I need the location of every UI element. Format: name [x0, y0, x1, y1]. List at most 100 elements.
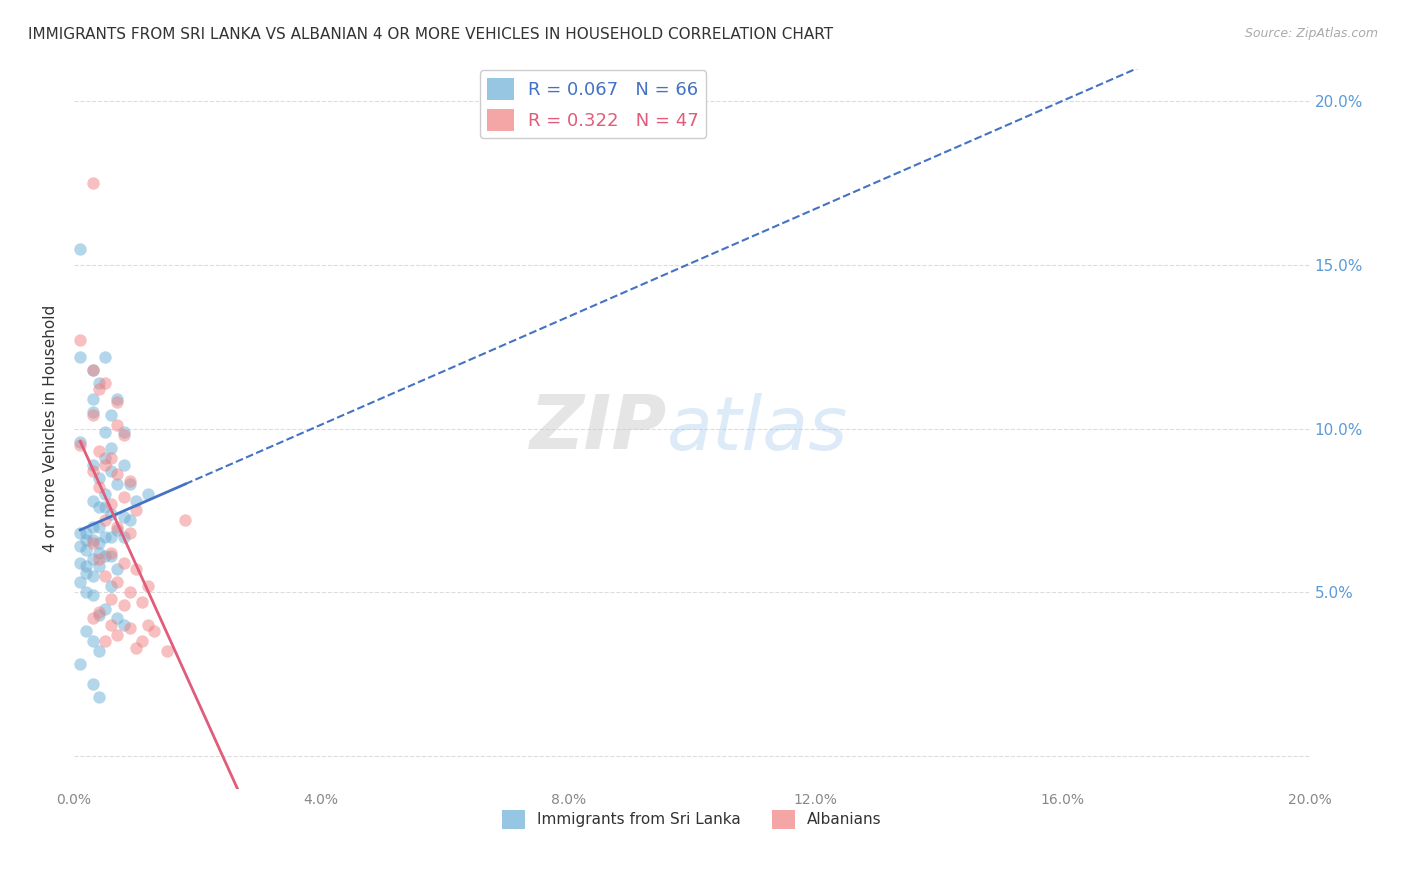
Point [94, 634, 117, 648]
Point [75, 559, 97, 574]
Point [75, 533, 97, 547]
Point [75, 526, 97, 541]
Point [82, 589, 104, 603]
Point [87, 559, 110, 574]
Point [82, 519, 104, 533]
Point [118, 477, 141, 491]
Point [87, 500, 110, 514]
Point [125, 562, 148, 576]
Point [69, 657, 91, 672]
Point [100, 546, 122, 560]
Point [87, 480, 110, 494]
Point [87, 552, 110, 566]
Point [143, 624, 166, 639]
Point [125, 493, 148, 508]
Point [69, 539, 91, 553]
Point [118, 621, 141, 635]
Point [100, 579, 122, 593]
Point [94, 425, 117, 439]
Point [112, 599, 135, 613]
Point [136, 618, 159, 632]
Point [112, 490, 135, 504]
Point [105, 395, 128, 409]
Point [118, 513, 141, 527]
Point [136, 579, 159, 593]
Point [69, 575, 91, 590]
Text: ZIP: ZIP [530, 392, 668, 465]
Point [82, 536, 104, 550]
Point [75, 585, 97, 599]
Point [118, 526, 141, 541]
Point [69, 333, 91, 347]
Text: atlas: atlas [668, 392, 849, 465]
Point [105, 523, 128, 537]
Point [94, 458, 117, 472]
Point [100, 549, 122, 563]
Point [100, 450, 122, 465]
Point [75, 566, 97, 580]
Point [82, 634, 104, 648]
Point [112, 529, 135, 543]
Point [118, 474, 141, 488]
Point [87, 546, 110, 560]
Point [87, 376, 110, 390]
Point [100, 591, 122, 606]
Point [100, 529, 122, 543]
Point [156, 644, 179, 658]
Point [94, 549, 117, 563]
Point [94, 450, 117, 465]
Point [100, 441, 122, 455]
Point [82, 493, 104, 508]
Point [82, 458, 104, 472]
Point [105, 418, 128, 433]
Point [82, 176, 104, 190]
Text: Source: ZipAtlas.com: Source: ZipAtlas.com [1244, 27, 1378, 40]
Point [82, 569, 104, 583]
Point [69, 242, 91, 256]
Point [82, 362, 104, 376]
Y-axis label: 4 or more Vehicles in Household: 4 or more Vehicles in Household [44, 305, 58, 552]
Point [100, 497, 122, 511]
Point [82, 392, 104, 406]
Point [94, 601, 117, 615]
Point [87, 690, 110, 704]
Point [82, 362, 104, 376]
Point [69, 434, 91, 449]
Point [112, 425, 135, 439]
Point [94, 513, 117, 527]
Point [94, 350, 117, 364]
Point [69, 438, 91, 452]
Point [112, 458, 135, 472]
Point [105, 467, 128, 482]
Point [125, 503, 148, 517]
Point [94, 376, 117, 390]
Point [94, 500, 117, 514]
Point [87, 519, 110, 533]
Legend: Immigrants from Sri Lanka, Albanians: Immigrants from Sri Lanka, Albanians [496, 804, 887, 835]
Point [87, 470, 110, 484]
Point [131, 595, 153, 609]
Point [75, 542, 97, 557]
Point [87, 382, 110, 396]
Point [82, 533, 104, 547]
Point [125, 640, 148, 655]
Point [82, 464, 104, 478]
Point [112, 509, 135, 524]
Point [87, 608, 110, 623]
Text: IMMIGRANTS FROM SRI LANKA VS ALBANIAN 4 OR MORE VEHICLES IN HOUSEHOLD CORRELATIO: IMMIGRANTS FROM SRI LANKA VS ALBANIAN 4 … [28, 27, 834, 42]
Point [105, 519, 128, 533]
Point [94, 569, 117, 583]
Point [69, 350, 91, 364]
Point [69, 526, 91, 541]
Point [82, 405, 104, 419]
Point [105, 575, 128, 590]
Point [112, 618, 135, 632]
Point [94, 487, 117, 501]
Point [87, 605, 110, 619]
Point [105, 628, 128, 642]
Point [82, 552, 104, 566]
Point [75, 624, 97, 639]
Point [112, 428, 135, 442]
Point [82, 409, 104, 423]
Point [105, 611, 128, 625]
